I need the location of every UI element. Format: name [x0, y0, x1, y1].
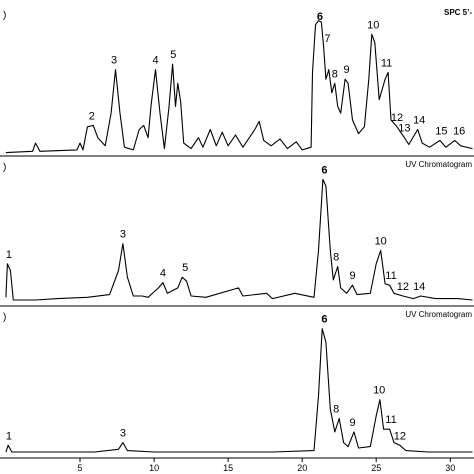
peak-label: 12 [397, 281, 409, 293]
peak-label: 9 [349, 417, 355, 429]
peak-label: 10 [367, 19, 379, 31]
x-tick-label: 10 [149, 463, 159, 473]
chromatogram-panel: ) UV Chromatogram 1 3 6 89 10 11 12 [0, 310, 474, 459]
chromatogram-trace [5, 328, 473, 453]
peak-label: 10 [375, 235, 387, 247]
x-tick-label: 30 [445, 463, 455, 473]
peak-label: 12 [391, 112, 403, 124]
x-tick-label: 20 [297, 463, 307, 473]
x-tick-label: 5 [77, 463, 82, 473]
peak-label: 6 [321, 164, 327, 176]
chromatogram-trace [5, 20, 473, 154]
x-tick-label: 25 [371, 463, 381, 473]
peak-label: 3 [120, 428, 126, 440]
peak-label: 1 [6, 430, 12, 442]
peak-label: 11 [385, 414, 396, 426]
x-axis: 5 10 15 20 25 30 [77, 458, 455, 473]
peak-label: 1 [6, 249, 12, 261]
peak-label: 6 [321, 314, 327, 326]
peak-label: 14 [413, 115, 425, 127]
trace-header-label: SPC 5’- [444, 8, 472, 17]
panel-label: ) [3, 10, 6, 21]
peak-label: 4 [160, 268, 166, 280]
peak-label: 9 [349, 270, 355, 282]
peak-label: 3 [120, 229, 126, 241]
x-tick-label: 15 [223, 463, 233, 473]
peak-label: 8 [333, 404, 339, 416]
trace-header-label: UV Chromatogram [405, 310, 472, 319]
peak-label: 11 [381, 57, 392, 69]
peak-label: 14 [413, 281, 425, 293]
peak-label: 16 [453, 125, 465, 137]
peak-label: 13 [398, 123, 410, 135]
chromatogram-trace [5, 178, 473, 301]
peak-label: 4 [152, 55, 158, 67]
peak-label: 10 [373, 385, 385, 397]
peak-label: 3 [111, 55, 117, 67]
peak-label: 12 [394, 430, 406, 442]
panel-label: ) [3, 162, 6, 173]
peak-label: 11 [385, 270, 396, 282]
peak-label: 5 [182, 262, 188, 274]
peak-label: 6 [317, 11, 323, 23]
peak-label: 15 [435, 125, 447, 137]
peak-label: 5 [170, 49, 176, 61]
trace-header-label: UV Chromatogram [405, 160, 472, 169]
peak-label: 8 [333, 252, 339, 264]
peak-label: 8 [332, 68, 338, 80]
peak-label: 7 [324, 33, 330, 45]
panel-label: ) [3, 312, 6, 323]
peak-label: 9 [344, 64, 350, 76]
peak-label: 2 [89, 110, 95, 122]
